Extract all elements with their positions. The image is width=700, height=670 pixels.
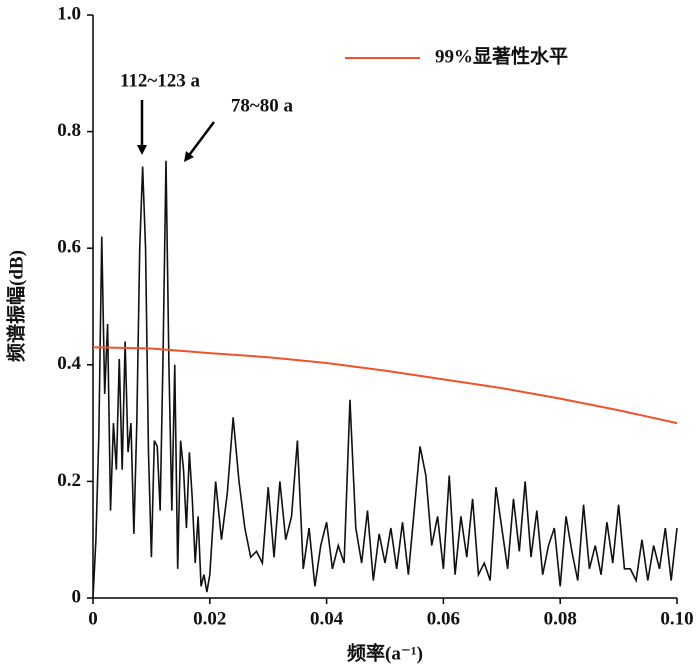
x-tick-label: 0.08 bbox=[544, 608, 577, 629]
y-tick-label: 1.0 bbox=[57, 3, 81, 24]
series-line bbox=[92, 160, 678, 599]
x-tick-label: 0.10 bbox=[660, 608, 693, 629]
y-axis-label: 频谱振幅(dB) bbox=[4, 250, 27, 362]
y-tick-label: 0.6 bbox=[57, 237, 81, 258]
x-tick-label: 0.02 bbox=[193, 608, 226, 629]
y-tick-label: 0.4 bbox=[57, 353, 81, 374]
y-tick-label: 0.2 bbox=[57, 470, 81, 491]
series-line bbox=[92, 346, 678, 425]
x-tick-label: 0.06 bbox=[427, 608, 460, 629]
annotation-arrow bbox=[184, 121, 215, 162]
annotation: 78~80 a bbox=[231, 95, 294, 116]
axis-line bbox=[92, 15, 677, 599]
x-axis-label: 频率(a⁻¹) bbox=[347, 641, 423, 664]
annotation: 112~123 a bbox=[120, 70, 201, 91]
legend-label: 99%显著性水平 bbox=[435, 44, 568, 67]
y-tick-label: 0 bbox=[72, 586, 82, 607]
x-tick-label: 0.04 bbox=[310, 608, 344, 629]
y-tick-label: 0.8 bbox=[57, 120, 81, 141]
x-tick-label: 0 bbox=[88, 608, 98, 629]
